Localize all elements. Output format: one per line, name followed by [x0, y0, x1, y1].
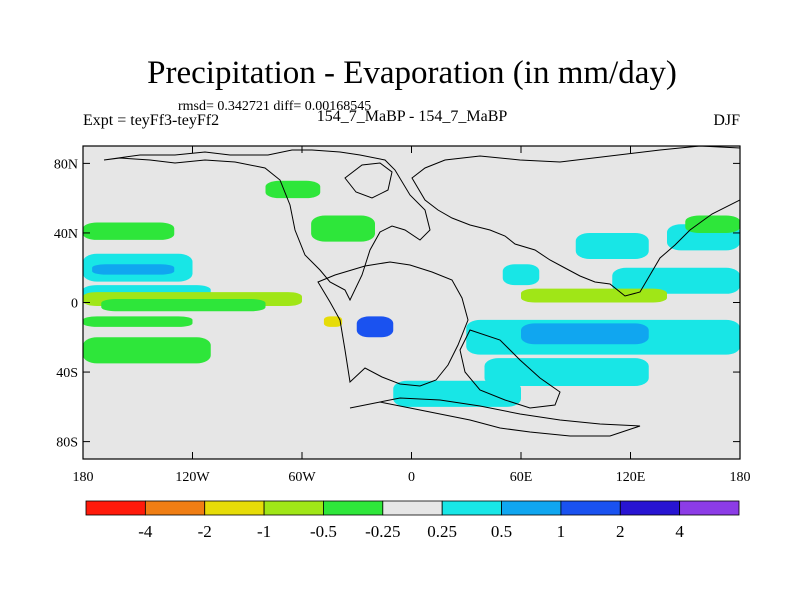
- colorbar-swatch: [679, 500, 740, 516]
- colorbar-swatch: [441, 500, 502, 516]
- colorbar-label: -0.5: [310, 522, 337, 541]
- anomaly-region-tethys-wet: [502, 264, 540, 286]
- coastline-north-america: [103, 149, 431, 302]
- experiment-label: Expt = teyFf3-teyFf2: [83, 112, 219, 129]
- coastline-greenland: [344, 162, 393, 199]
- colorbar-swatch: [560, 500, 621, 516]
- x-tick-label: 60E: [510, 470, 533, 485]
- x-tick-label: 120E: [616, 470, 646, 485]
- y-tick-label: 80S: [56, 436, 78, 451]
- anomaly-region-north-pacific-wet-core: [92, 264, 175, 275]
- colorbar-label: 4: [675, 522, 684, 541]
- chart-title: Precipitation - Evaporation (in mm/day): [147, 55, 677, 91]
- colorbar-swatch: [382, 500, 443, 516]
- y-axis: 80N 40N 0 40S 80S: [54, 157, 740, 451]
- anomaly-region-siberia-dry: [685, 215, 740, 233]
- period-label: 154_7_MaBP - 154_7_MaBP: [317, 108, 508, 125]
- anomaly-region-indian-ocean-blue: [521, 323, 649, 345]
- x-tick-label: 120W: [175, 470, 210, 485]
- colorbar-label: -0.25: [365, 522, 400, 541]
- anomaly-region-subpolar-south-wet: [393, 380, 521, 407]
- coastline-africa-south-america: [317, 261, 469, 387]
- anomaly-region-south-america-wet: [356, 316, 394, 338]
- colorbar-label: -2: [198, 522, 212, 541]
- x-axis: 180 120W 60W 0 60E 120E 180: [73, 146, 751, 485]
- anomaly-region-africa-dry: [323, 316, 343, 327]
- anomaly-region-south-pacific-band: [83, 316, 193, 327]
- x-tick-label: 180: [73, 470, 94, 485]
- y-tick-label: 80N: [54, 157, 78, 172]
- coastline-eurasia: [411, 146, 740, 297]
- x-tick-label: 60W: [288, 470, 316, 485]
- colorbar-swatch: [323, 500, 384, 516]
- anomaly-region-central-pacific-green: [101, 299, 266, 312]
- stats-label: rmsd= 0.342721 diff= 0.00168545: [178, 99, 371, 114]
- colorbar-swatch: [144, 500, 206, 516]
- anomaly-region-arctic-dry: [265, 180, 321, 199]
- colorbar-label: 0.25: [427, 522, 457, 541]
- coastline-australia: [459, 329, 561, 409]
- colorbar-swatch: [263, 500, 324, 516]
- anomaly-layer: [83, 180, 740, 407]
- y-tick-label: 0: [71, 297, 78, 312]
- y-tick-label: 40N: [54, 227, 78, 242]
- colorbar-swatch: [619, 500, 681, 516]
- y-tick-label: 40S: [56, 366, 78, 381]
- anomaly-region-east-asia-wet: [575, 232, 649, 260]
- coastlines: [103, 146, 740, 437]
- colorbar-label: 1: [557, 522, 566, 541]
- colorbar: -4 -2 -1 -0.5 -0.25 0.25 0.5 1 2 4: [85, 500, 740, 541]
- anomaly-region-south-pacific-dry: [83, 337, 211, 364]
- anomaly-region-north-atlantic-dry: [311, 215, 375, 242]
- colorbar-label: 2: [616, 522, 625, 541]
- season-label: DJF: [713, 112, 740, 129]
- colorbar-label: -1: [257, 522, 271, 541]
- colorbar-swatch: [204, 500, 265, 516]
- colorbar-label: -4: [138, 522, 153, 541]
- colorbar-swatch: [501, 500, 562, 516]
- coastline-antarctica: [349, 397, 641, 437]
- colorbar-label: 0.5: [491, 522, 512, 541]
- colorbar-swatch: [85, 500, 146, 516]
- anomaly-region-north-pacific-dry: [83, 222, 175, 240]
- x-tick-label: 0: [408, 470, 415, 485]
- anomaly-region-west-pacific-wet: [612, 267, 740, 294]
- x-tick-label: 180: [730, 470, 751, 485]
- anomaly-region-west-pacific-green: [521, 288, 667, 303]
